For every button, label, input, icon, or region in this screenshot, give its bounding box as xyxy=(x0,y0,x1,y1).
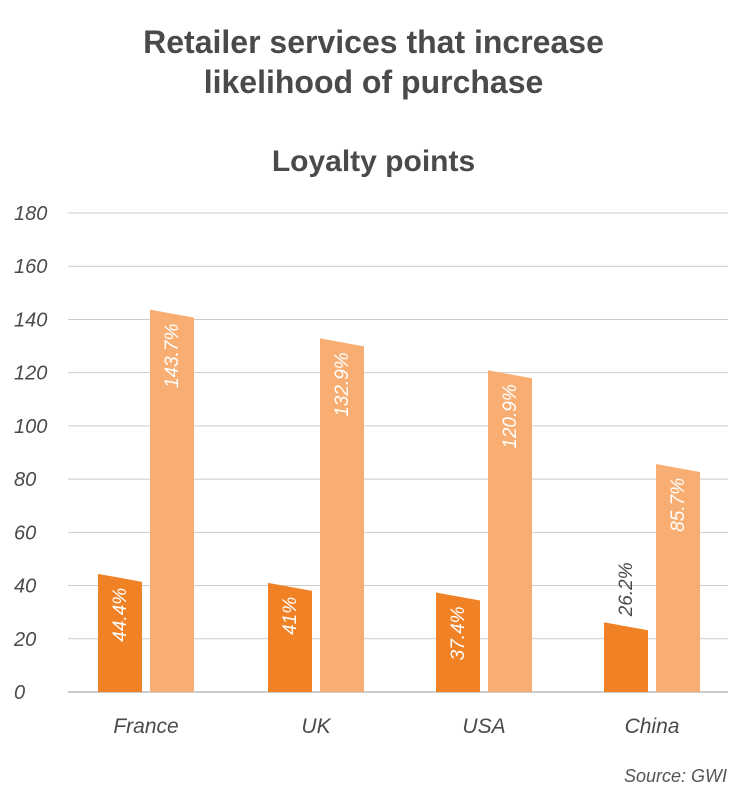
bar-1 xyxy=(268,582,312,692)
data-label: 26.2% xyxy=(616,562,637,617)
data-label: 37.4% xyxy=(448,606,469,660)
y-tick-label: 20 xyxy=(13,629,36,651)
y-tick-label: 100 xyxy=(14,416,47,438)
x-tick-label: China xyxy=(625,715,680,738)
chart-title-line1: Retailer services that increase xyxy=(143,24,604,60)
chart-title-line2: likelihood of purchase xyxy=(203,64,544,100)
y-tick-label: 120 xyxy=(14,363,47,385)
y-tick-label: 0 xyxy=(14,682,25,704)
y-tick-label: 160 xyxy=(14,256,47,278)
y-tick-label: 180 xyxy=(14,203,47,225)
bar-1 xyxy=(98,573,142,692)
y-tick-label: 60 xyxy=(14,522,36,544)
data-label: 143.7% xyxy=(162,324,183,389)
data-label: 85.7% xyxy=(668,478,689,532)
y-tick-label: 40 xyxy=(14,576,36,598)
bar-2 xyxy=(320,338,364,692)
data-label: 120.9% xyxy=(500,384,521,449)
data-label: 44.4% xyxy=(110,588,131,642)
bar-2 xyxy=(150,309,194,692)
source-note: Source: GWI xyxy=(623,766,727,786)
y-tick-label: 140 xyxy=(14,309,47,331)
bar-2 xyxy=(656,463,700,692)
bar-2 xyxy=(488,370,532,692)
y-tick-label: 80 xyxy=(14,469,36,491)
bar-1 xyxy=(436,592,480,692)
data-label: 132.9% xyxy=(332,352,353,417)
x-tick-label: France xyxy=(113,715,178,738)
x-tick-label: UK xyxy=(301,715,331,738)
bar-1 xyxy=(604,622,648,692)
x-tick-label: USA xyxy=(462,715,505,738)
data-label: 41% xyxy=(280,597,301,635)
chart-subtitle: Loyalty points xyxy=(271,145,476,178)
